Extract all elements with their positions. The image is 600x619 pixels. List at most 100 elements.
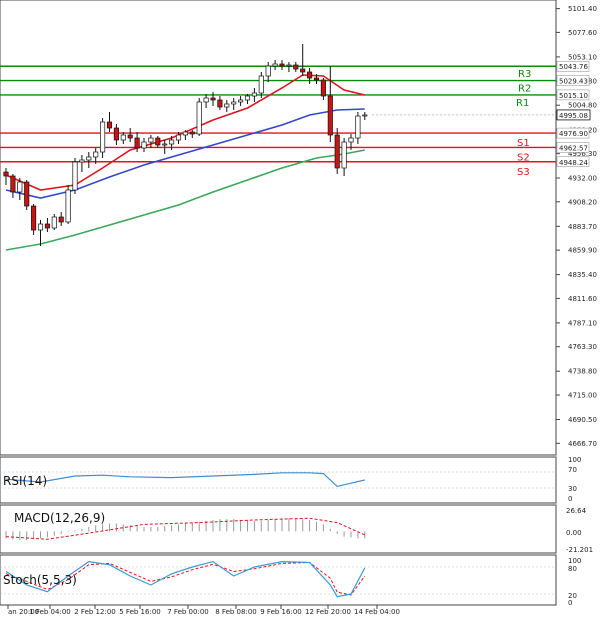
stoch-tick-label: 20	[568, 592, 577, 600]
price-tick-label: 4859.90	[568, 247, 597, 255]
stoch-tick-label: 0	[568, 599, 572, 607]
candle	[100, 118, 106, 158]
candle	[113, 124, 119, 145]
price-tick-label: 4811.60	[568, 295, 597, 303]
candles	[3, 44, 368, 246]
candle	[155, 136, 161, 148]
candle	[231, 98, 237, 110]
candle	[10, 174, 16, 198]
time-tick-label: 8 Feb 08:00	[215, 608, 256, 616]
candle	[189, 130, 195, 138]
candle	[58, 212, 64, 226]
time-tick-label: 2 Feb 12:00	[74, 608, 115, 616]
time-tick-label: 14 Feb 04:00	[354, 608, 400, 616]
last-price-label: 4995.08	[559, 112, 588, 120]
macd-panel	[0, 504, 557, 554]
stoch-k-line	[5, 560, 366, 598]
candle	[272, 60, 278, 70]
candle	[238, 96, 244, 106]
candle	[127, 128, 133, 142]
price-tick-label: 4666.70	[568, 440, 597, 448]
level-name-s1: S1	[517, 138, 530, 149]
candle	[162, 140, 168, 154]
stoch-panel	[0, 554, 557, 606]
time-tick-label: an 20:00	[8, 608, 39, 616]
candle	[79, 155, 85, 172]
candle	[31, 204, 37, 235]
level-value-s3: 4948.24	[559, 159, 588, 167]
price-tick-label: 4690.50	[568, 416, 597, 424]
rsi-tick-label: 30	[568, 485, 577, 493]
price-tick-label: 4835.40	[568, 271, 597, 279]
candle	[217, 96, 223, 110]
rsi-panel	[0, 456, 557, 504]
level-value-r1: 5015.10	[559, 92, 588, 100]
candle	[169, 136, 175, 150]
price-tick-label: 4787.10	[568, 319, 597, 327]
time-tick-label: 12 Feb 20:00	[305, 608, 351, 616]
macd-tick-label: 0.00	[566, 529, 582, 537]
level-name-s2: S2	[517, 152, 530, 163]
macd-tick-label: 26.64	[566, 507, 587, 515]
price-tick-label: 4883.70	[568, 223, 597, 231]
price-tick-label: 4956.30	[568, 150, 597, 158]
candle	[24, 180, 30, 210]
last-price: 4995.08	[372, 109, 591, 121]
price-tick-label: 4763.30	[568, 343, 597, 351]
level-name-r3: R3	[518, 69, 531, 80]
stoch-d-line	[5, 561, 366, 596]
candle	[17, 178, 23, 200]
macd-tick-label: -21.201	[566, 546, 593, 554]
level-value-s1: 4976.90	[559, 130, 588, 138]
rsi-tick-label: 0	[568, 495, 572, 503]
candle	[182, 130, 188, 140]
level-value-r3: 5043.76	[559, 63, 588, 71]
candle	[341, 138, 347, 176]
candle	[72, 158, 78, 194]
rsi-line	[5, 472, 365, 488]
candle	[37, 220, 44, 246]
candle	[106, 112, 113, 132]
price-tick-label: 5077.60	[568, 29, 597, 37]
candle	[355, 112, 361, 144]
candle	[258, 72, 264, 98]
ma-slow-line	[5, 149, 365, 251]
price-tick-label: 5053.10	[568, 53, 597, 61]
candle	[327, 66, 333, 142]
level-value-s2: 4962.57	[559, 144, 588, 152]
candle	[148, 135, 154, 148]
candle	[134, 132, 140, 152]
price-panel	[0, 0, 557, 456]
candle	[210, 92, 216, 106]
level-name-r2: R2	[518, 84, 531, 95]
candle	[175, 132, 182, 144]
macd-label: MACD(12,26,9)	[14, 511, 105, 525]
macd-indicator: MACD(12,26,9) 26.64 0.00 -21.201	[5, 507, 593, 554]
price-tick-label: 4908.20	[568, 198, 597, 206]
candle	[251, 88, 257, 102]
candle	[313, 74, 320, 84]
candle	[307, 68, 313, 84]
rsi-tick-label: 100	[568, 456, 581, 464]
candle	[224, 100, 230, 112]
price-axis: 5101.405077.605053.105028.805004.804980.…	[556, 5, 597, 448]
candle	[3, 168, 9, 185]
candle	[120, 132, 126, 144]
price-tick-label: 5004.80	[568, 102, 597, 110]
candle	[320, 78, 326, 100]
candle	[141, 138, 147, 152]
candle	[203, 94, 209, 108]
candle	[334, 128, 340, 174]
rsi-tick-label: 70	[568, 466, 577, 474]
stoch-tick-label: 100	[568, 557, 581, 565]
stoch-label: Stoch(5,5,3)	[3, 573, 77, 587]
candle	[51, 214, 57, 230]
level-labels: R3 5043.76 R2 5029.43 R1 5015.10 S1 4976.90 S2 49…	[516, 60, 590, 178]
candle	[93, 148, 99, 164]
macd-signal-line	[5, 517, 366, 540]
level-value-r2: 5029.43	[559, 78, 588, 86]
price-tick-label: 4932.00	[568, 175, 597, 183]
pivot-levels	[0, 65, 556, 163]
